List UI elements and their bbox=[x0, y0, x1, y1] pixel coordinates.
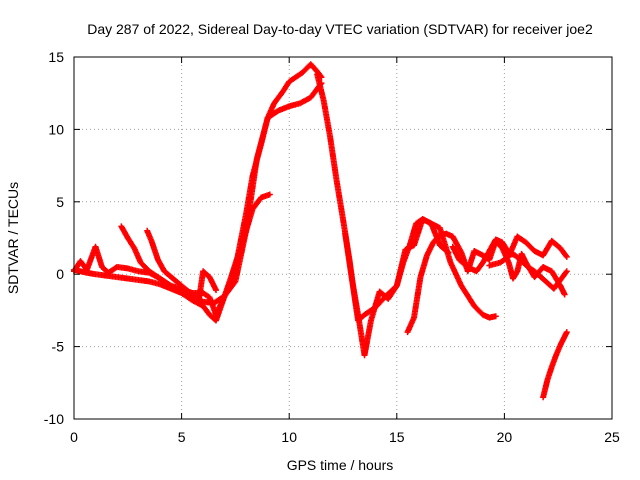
data-point bbox=[563, 268, 570, 275]
y-axis-label: SDTVAR / TECUs bbox=[5, 182, 21, 294]
x-tick-label: 20 bbox=[497, 429, 513, 445]
series-track-6 bbox=[342, 216, 499, 359]
data-point bbox=[266, 191, 273, 198]
x-tick-label: 5 bbox=[178, 429, 186, 445]
y-tick-label: -5 bbox=[52, 339, 65, 355]
x-tick-label: 10 bbox=[281, 429, 297, 445]
data-point bbox=[563, 253, 570, 260]
data-point bbox=[562, 269, 569, 276]
y-tick-label: 0 bbox=[56, 266, 64, 282]
axis-ticks: 0 5 10 15 20 25 -10 -5 0 5 10 15 bbox=[44, 49, 620, 445]
y-tick-label: 10 bbox=[48, 121, 64, 137]
x-tick-label: 15 bbox=[389, 429, 405, 445]
y-tick-label: 5 bbox=[56, 194, 64, 210]
data-point bbox=[213, 287, 220, 294]
data-point bbox=[562, 252, 569, 259]
series-track-3 bbox=[118, 61, 325, 324]
y-tick-label: 15 bbox=[48, 49, 64, 65]
data-points bbox=[71, 61, 570, 401]
series-track-9 bbox=[486, 233, 570, 269]
plot-frame bbox=[73, 56, 613, 420]
y-tick-label: -10 bbox=[44, 411, 64, 427]
series-track-10 bbox=[540, 329, 570, 401]
x-tick-label: 0 bbox=[70, 429, 78, 445]
data-point bbox=[492, 313, 499, 320]
chart-title: Day 287 of 2022, Sidereal Day-to-day VTE… bbox=[87, 21, 593, 37]
series-track-5 bbox=[314, 71, 452, 324]
x-tick-label: 25 bbox=[604, 429, 620, 445]
x-axis-label: GPS time / hours bbox=[287, 457, 394, 473]
series-track-4 bbox=[144, 227, 220, 304]
data-point bbox=[563, 329, 570, 336]
data-point bbox=[561, 291, 568, 298]
